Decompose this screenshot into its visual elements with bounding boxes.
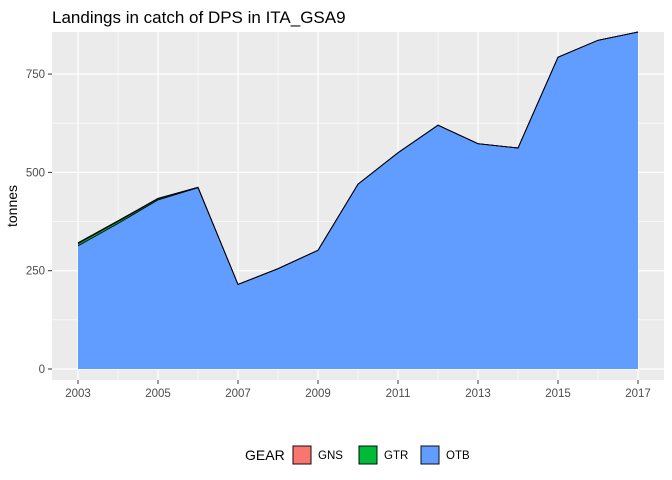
x-tick-label: 2009 — [305, 388, 331, 400]
legend-key-gtr — [358, 445, 378, 465]
x-tick-label: 2007 — [225, 388, 251, 400]
legend-key-otb — [420, 445, 440, 465]
y-axis-title: tonnes — [4, 185, 20, 227]
tick-labels: 2003 2005 2007 2009 2011 2013 2015 2017 0 250 500 7… — [26, 69, 651, 400]
axis-ticks — [48, 73, 639, 384]
y-tick-label: 500 — [26, 167, 45, 179]
area-outline-gns — [77, 31, 639, 286]
y-tick-label: 0 — [39, 364, 45, 376]
legend-title: GEAR — [245, 447, 285, 463]
area-otb — [78, 32, 638, 369]
x-tick-label: 2011 — [386, 388, 411, 400]
x-tick-label: 2015 — [545, 388, 571, 400]
x-tick-label: 2005 — [145, 388, 171, 400]
area-outlines — [77, 31, 639, 286]
legend-label-otb: OTB — [446, 450, 470, 462]
area-layers — [78, 32, 638, 369]
legend: GEAR GNS GTR OTB — [245, 445, 470, 465]
legend-label-gtr: GTR — [384, 450, 408, 462]
legend-key-gns — [292, 445, 312, 465]
x-tick-label: 2013 — [465, 388, 491, 400]
legend-label-gns: GNS — [318, 450, 343, 462]
chart-title: Landings in catch of DPS in ITA_GSA9 — [52, 8, 346, 27]
x-tick-label: 2003 — [65, 388, 91, 400]
y-tick-label: 250 — [26, 266, 45, 278]
x-tick-label: 2017 — [625, 388, 651, 400]
y-tick-label: 750 — [26, 69, 45, 81]
